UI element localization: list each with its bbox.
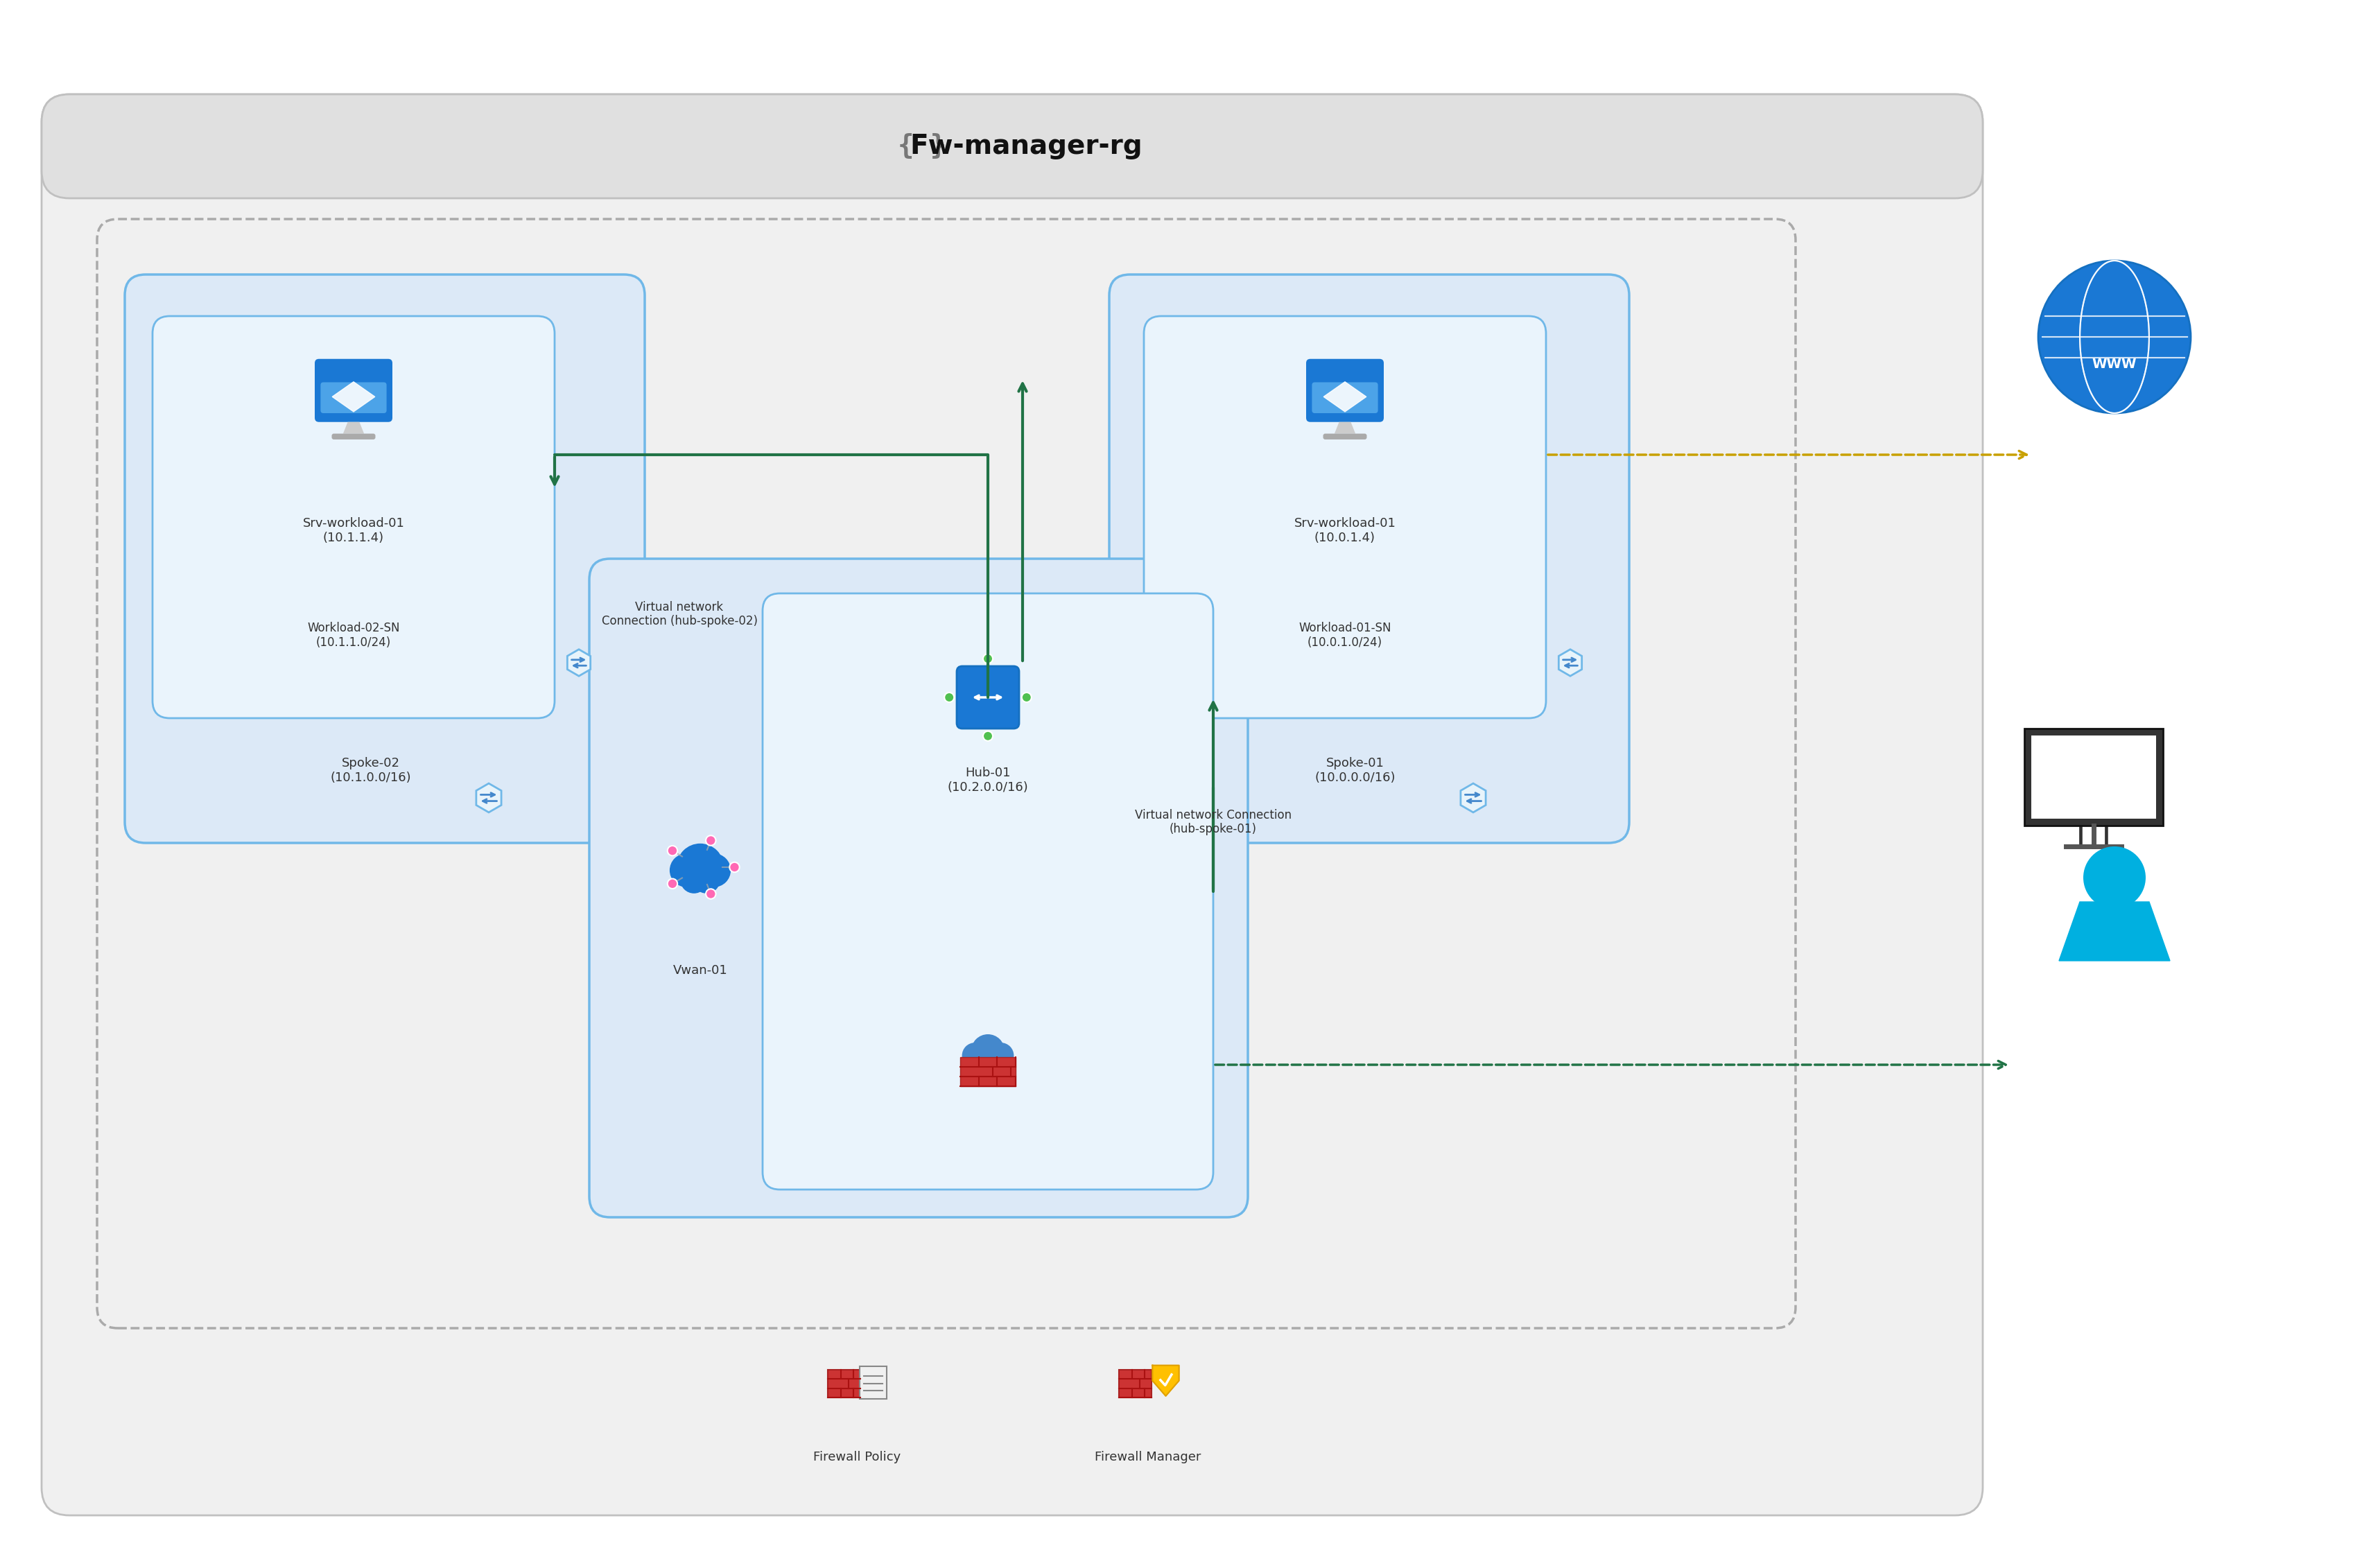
Circle shape <box>983 732 992 741</box>
FancyBboxPatch shape <box>124 274 645 843</box>
Circle shape <box>1021 693 1031 702</box>
Text: Srv-workload-01
(10.0.1.4): Srv-workload-01 (10.0.1.4) <box>1295 518 1395 544</box>
FancyBboxPatch shape <box>1307 360 1383 422</box>
Text: WWW: WWW <box>2092 358 2137 370</box>
Polygon shape <box>1335 422 1357 434</box>
FancyBboxPatch shape <box>1119 1370 1152 1398</box>
Text: Srv-workload-01
(10.1.1.4): Srv-workload-01 (10.1.1.4) <box>302 518 405 544</box>
FancyBboxPatch shape <box>1109 274 1630 843</box>
Circle shape <box>676 843 724 891</box>
FancyBboxPatch shape <box>762 594 1214 1189</box>
Text: ⬛: ⬛ <box>2075 794 2111 851</box>
Polygon shape <box>333 381 376 412</box>
Polygon shape <box>566 649 590 676</box>
FancyBboxPatch shape <box>962 1057 1016 1087</box>
Text: Hub-01
(10.2.0.0/16): Hub-01 (10.2.0.0/16) <box>947 767 1028 794</box>
FancyBboxPatch shape <box>957 666 1019 729</box>
Circle shape <box>693 866 721 893</box>
Circle shape <box>983 654 992 663</box>
FancyBboxPatch shape <box>859 1366 885 1398</box>
FancyBboxPatch shape <box>314 360 393 422</box>
Polygon shape <box>476 783 502 812</box>
Text: Spoke-02
(10.1.0.0/16): Spoke-02 (10.1.0.0/16) <box>331 756 412 784</box>
Polygon shape <box>1461 783 1485 812</box>
FancyBboxPatch shape <box>1311 383 1378 414</box>
FancyBboxPatch shape <box>40 95 1983 198</box>
FancyBboxPatch shape <box>321 383 386 414</box>
Text: Vwan-01: Vwan-01 <box>674 964 728 976</box>
Text: { }: { } <box>897 133 947 160</box>
Circle shape <box>2037 260 2190 414</box>
FancyBboxPatch shape <box>828 1370 859 1398</box>
Text: Firewall Manager: Firewall Manager <box>1095 1451 1202 1463</box>
FancyBboxPatch shape <box>2025 728 2163 826</box>
Circle shape <box>988 1043 1014 1068</box>
Circle shape <box>697 854 731 887</box>
Circle shape <box>669 854 704 887</box>
FancyBboxPatch shape <box>152 316 555 718</box>
FancyBboxPatch shape <box>590 558 1247 1217</box>
Polygon shape <box>1323 381 1366 412</box>
FancyBboxPatch shape <box>40 95 1983 1516</box>
Text: Workload-01-SN
(10.0.1.0/24): Workload-01-SN (10.0.1.0/24) <box>1299 622 1392 649</box>
Circle shape <box>971 1034 1004 1068</box>
FancyBboxPatch shape <box>1145 316 1547 718</box>
Polygon shape <box>343 422 364 434</box>
Text: Firewall Policy: Firewall Policy <box>814 1451 900 1463</box>
Polygon shape <box>1559 649 1583 676</box>
Circle shape <box>681 866 707 893</box>
Circle shape <box>945 693 954 702</box>
Text: Spoke-01
(10.0.0.0/16): Spoke-01 (10.0.0.0/16) <box>1316 756 1395 784</box>
Circle shape <box>707 835 716 845</box>
Circle shape <box>962 1043 988 1068</box>
Text: Virtual network Connection
(hub-spoke-01): Virtual network Connection (hub-spoke-01… <box>1135 809 1292 835</box>
Circle shape <box>707 888 716 899</box>
Text: Workload-02-SN
(10.1.1.0/24): Workload-02-SN (10.1.1.0/24) <box>307 622 400 649</box>
Text: Fw-manager-rg: Fw-manager-rg <box>909 133 1142 160</box>
Text: Virtual network
Connection (hub-spoke-02): Virtual network Connection (hub-spoke-02… <box>602 601 757 628</box>
FancyBboxPatch shape <box>2030 736 2156 818</box>
Polygon shape <box>1152 1366 1178 1397</box>
Circle shape <box>2082 846 2147 908</box>
Circle shape <box>666 846 678 856</box>
FancyBboxPatch shape <box>331 434 376 440</box>
FancyBboxPatch shape <box>1323 434 1366 440</box>
Polygon shape <box>2059 902 2171 961</box>
Circle shape <box>666 879 678 888</box>
Circle shape <box>731 862 740 873</box>
